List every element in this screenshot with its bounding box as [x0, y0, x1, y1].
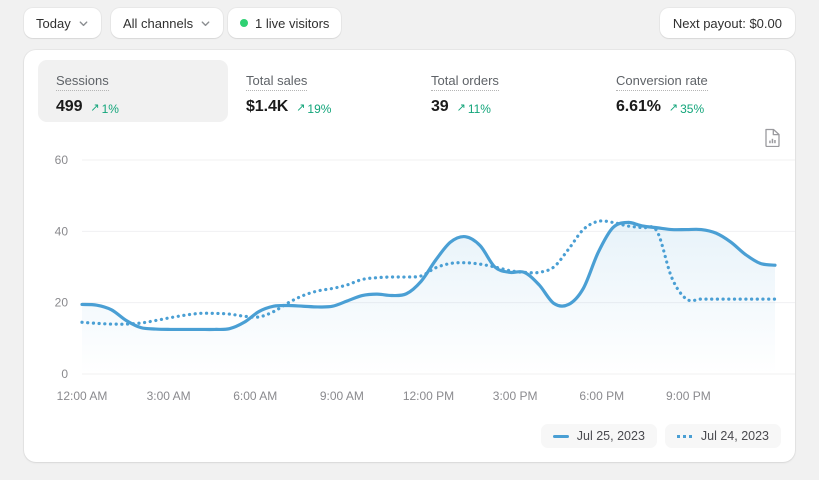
svg-text:20: 20	[55, 296, 69, 310]
report-document-icon[interactable]	[761, 126, 783, 148]
series-line-jul25	[80, 220, 777, 332]
svg-text:9:00 PM: 9:00 PM	[666, 389, 711, 402]
date-range-filter[interactable]: Today	[24, 8, 101, 38]
metric-values: $1.4K ↗ 19%	[246, 98, 399, 116]
legend-label: Jul 25, 2023	[576, 429, 645, 443]
svg-text:12:00 AM: 12:00 AM	[57, 389, 108, 402]
svg-text:60: 60	[55, 153, 69, 167]
live-status-dot-icon	[240, 19, 248, 27]
metric-label: Sessions	[56, 73, 109, 91]
legend-item-jul25[interactable]: Jul 25, 2023	[540, 424, 657, 448]
metric-values: 6.61% ↗ 35%	[616, 98, 769, 116]
metric-label: Total orders	[431, 73, 499, 91]
channel-filter[interactable]: All channels	[111, 8, 224, 38]
svg-text:3:00 AM: 3:00 AM	[147, 389, 191, 402]
metric-delta: ↗ 35%	[669, 102, 704, 116]
metric-label: Total sales	[246, 73, 308, 91]
trend-up-arrow-icon: ↗	[456, 102, 466, 114]
date-range-label: Today	[36, 15, 71, 31]
svg-text:3:00 PM: 3:00 PM	[493, 389, 538, 402]
legend-swatch-dotted-icon	[676, 434, 693, 438]
metric-delta-value: 11%	[467, 101, 491, 116]
live-visitors-button[interactable]: 1 live visitors	[228, 8, 342, 38]
next-payout-label: Next payout: $0.00	[672, 15, 782, 31]
svg-text:6:00 PM: 6:00 PM	[579, 389, 624, 402]
metric-total-sales[interactable]: Total sales $1.4K ↗ 19%	[228, 60, 413, 122]
legend-swatch-solid-icon	[552, 434, 569, 438]
svg-text:40: 40	[55, 224, 69, 238]
metric-delta-value: 19%	[307, 101, 332, 116]
trend-up-arrow-icon: ↗	[90, 102, 100, 114]
metric-delta: ↗ 1%	[90, 102, 119, 116]
metric-values: 499 ↗ 1%	[56, 98, 214, 116]
series-line-jul24	[80, 219, 777, 326]
metric-delta: ↗ 11%	[457, 102, 491, 116]
chart-x-axis: 12:00 AM 3:00 AM 6:00 AM 9:00 AM 12:00 PM 3:0…	[57, 389, 711, 402]
svg-text:6:00 AM: 6:00 AM	[233, 389, 277, 402]
chart-legend: Jul 25, 2023 Jul 24, 2023	[540, 424, 781, 448]
chevron-down-icon	[79, 20, 88, 26]
trend-up-arrow-icon: ↗	[296, 102, 306, 114]
next-payout-button[interactable]: Next payout: $0.00	[659, 8, 795, 38]
metric-conversion-rate[interactable]: Conversion rate 6.61% ↗ 35%	[598, 60, 783, 122]
analytics-card: Sessions 499 ↗ 1% Total sales $1.4K ↗ 19…	[24, 50, 795, 462]
metric-value: 39	[431, 98, 449, 115]
metric-delta-value: 35%	[680, 101, 705, 116]
filters-toolbar: Today All channels 1 live visitors Next …	[0, 0, 819, 48]
metrics-row: Sessions 499 ↗ 1% Total sales $1.4K ↗ 19…	[24, 60, 795, 122]
legend-label: Jul 24, 2023	[700, 429, 769, 443]
metric-values: 39 ↗ 11%	[431, 98, 584, 116]
svg-text:0: 0	[61, 367, 68, 381]
report-document-glyph	[764, 128, 780, 147]
live-visitors-label: 1 live visitors	[255, 15, 330, 31]
metric-delta: ↗ 19%	[296, 102, 331, 116]
channel-filter-label: All channels	[123, 15, 194, 31]
metric-delta-value: 1%	[101, 101, 119, 116]
svg-text:9:00 AM: 9:00 AM	[320, 389, 364, 402]
metric-value: $1.4K	[246, 98, 289, 115]
chart-y-axis: 0 20 40 60	[55, 153, 69, 381]
metric-total-orders[interactable]: Total orders 39 ↗ 11%	[413, 60, 598, 122]
metric-value: 6.61%	[616, 98, 661, 115]
svg-text:12:00 PM: 12:00 PM	[403, 389, 454, 402]
metric-label: Conversion rate	[616, 73, 708, 91]
sessions-chart: 0 20 40 60 12:00 AM 3:00 AM 6:00 AM 9:00 AM 12:…	[24, 146, 795, 402]
metric-sessions[interactable]: Sessions 499 ↗ 1%	[38, 60, 228, 122]
legend-item-jul24[interactable]: Jul 24, 2023	[664, 424, 781, 448]
series-area-jul25	[82, 222, 775, 374]
metric-value: 499	[56, 98, 83, 115]
trend-up-arrow-icon: ↗	[668, 102, 679, 114]
chevron-down-icon	[201, 20, 210, 26]
